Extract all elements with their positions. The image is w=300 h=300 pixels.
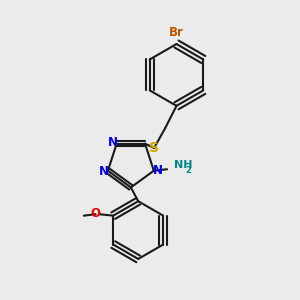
Text: NH: NH <box>174 160 193 170</box>
Text: S: S <box>149 141 159 155</box>
Text: Br: Br <box>169 26 184 39</box>
Text: 2: 2 <box>185 166 191 175</box>
Text: N: N <box>107 136 118 149</box>
Text: O: O <box>91 207 100 220</box>
Text: N: N <box>153 164 163 177</box>
Text: N: N <box>99 165 109 178</box>
